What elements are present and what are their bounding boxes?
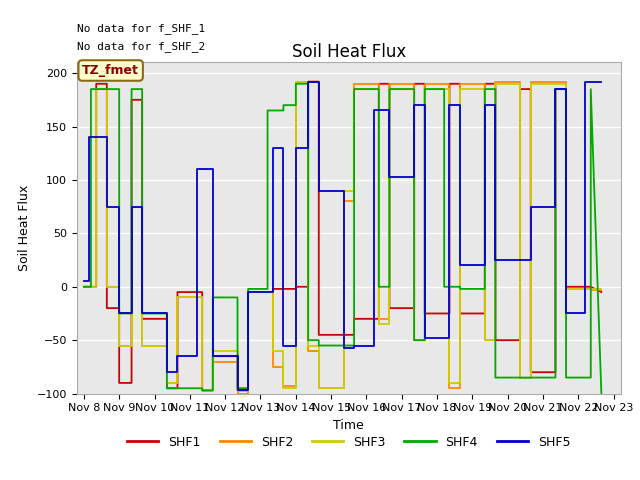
SHF1 bbox=[340, 332, 348, 338]
SHF5 bbox=[128, 204, 136, 209]
SHF3 bbox=[292, 79, 300, 84]
Text: TZ_fmet: TZ_fmet bbox=[82, 64, 139, 77]
SHF2 bbox=[292, 383, 300, 389]
SHF4 bbox=[292, 81, 300, 87]
SHF5 bbox=[305, 79, 312, 84]
SHF2 bbox=[234, 391, 241, 396]
SHF4 bbox=[128, 86, 136, 92]
SHF3 bbox=[80, 284, 88, 289]
SHF3 bbox=[375, 86, 383, 92]
Text: No data for f_SHF_2: No data for f_SHF_2 bbox=[77, 41, 205, 52]
SHF2 bbox=[128, 204, 136, 209]
SHF2 bbox=[340, 385, 348, 391]
SHF5 bbox=[421, 102, 429, 108]
SHF1 bbox=[410, 305, 418, 311]
Text: No data for f_SHF_1: No data for f_SHF_1 bbox=[77, 23, 205, 34]
SHF1 bbox=[598, 289, 605, 295]
Legend: SHF1, SHF2, SHF3, SHF4, SHF5: SHF1, SHF2, SHF3, SHF4, SHF5 bbox=[122, 431, 575, 454]
SHF1 bbox=[552, 369, 559, 375]
Line: SHF4: SHF4 bbox=[84, 84, 602, 394]
Line: SHF5: SHF5 bbox=[84, 82, 602, 390]
SHF3 bbox=[128, 204, 136, 209]
Y-axis label: Soil Heat Flux: Soil Heat Flux bbox=[18, 185, 31, 271]
SHF5 bbox=[292, 343, 300, 348]
SHF4 bbox=[410, 337, 418, 343]
SHF1 bbox=[80, 284, 88, 289]
SHF4 bbox=[350, 86, 358, 92]
SHF4 bbox=[598, 391, 605, 396]
SHF1 bbox=[115, 305, 123, 311]
SHF3 bbox=[598, 286, 605, 292]
SHF3 bbox=[292, 385, 300, 391]
SHF2 bbox=[80, 284, 88, 289]
SHF5 bbox=[598, 79, 605, 84]
SHF2 bbox=[598, 287, 605, 293]
SHF5 bbox=[340, 188, 348, 193]
X-axis label: Time: Time bbox=[333, 419, 364, 432]
SHF5 bbox=[410, 102, 418, 108]
SHF2 bbox=[375, 81, 383, 87]
SHF4 bbox=[80, 284, 88, 289]
SHF5 bbox=[234, 387, 241, 393]
SHF4 bbox=[315, 343, 323, 348]
SHF3 bbox=[410, 337, 418, 343]
SHF3 bbox=[198, 387, 206, 393]
SHF4 bbox=[280, 102, 287, 108]
SHF1 bbox=[209, 387, 216, 393]
SHF2 bbox=[421, 337, 429, 343]
SHF4 bbox=[410, 86, 418, 92]
Line: SHF3: SHF3 bbox=[84, 82, 602, 390]
SHF1 bbox=[163, 385, 171, 391]
SHF1 bbox=[305, 79, 312, 84]
Title: Soil Heat Flux: Soil Heat Flux bbox=[292, 43, 406, 61]
Line: SHF2: SHF2 bbox=[84, 82, 602, 394]
SHF5 bbox=[80, 278, 88, 284]
SHF1 bbox=[198, 387, 206, 393]
SHF3 bbox=[421, 337, 429, 343]
SHF2 bbox=[292, 79, 300, 84]
SHF5 bbox=[370, 343, 378, 348]
SHF3 bbox=[340, 385, 348, 391]
SHF2 bbox=[410, 337, 418, 343]
Line: SHF1: SHF1 bbox=[84, 82, 602, 390]
